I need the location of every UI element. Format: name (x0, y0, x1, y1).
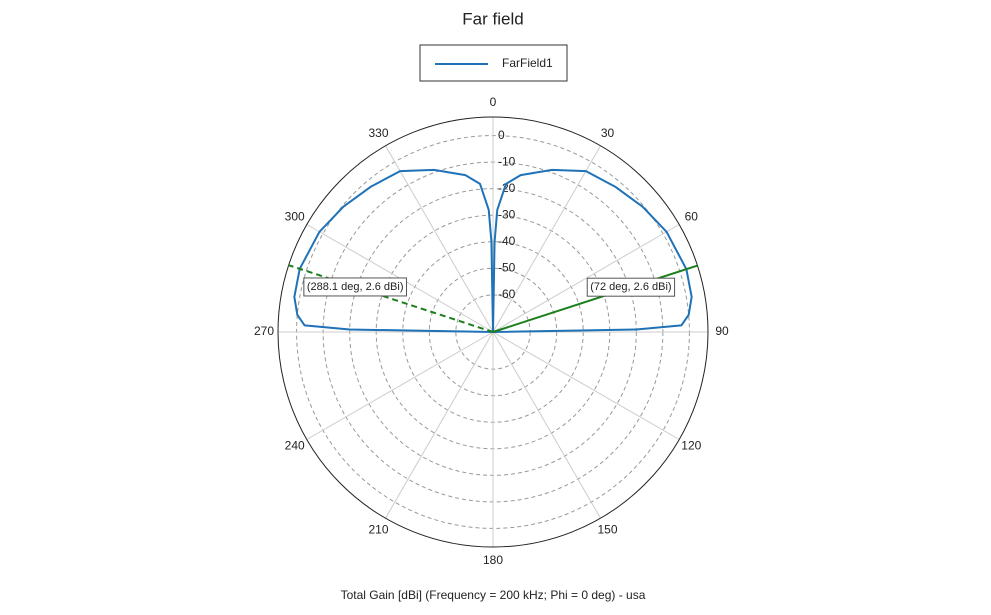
radial-tick-label: -60 (498, 287, 516, 301)
angular-tick-label: 120 (681, 439, 701, 453)
radial-tick-label: -20 (498, 181, 516, 195)
marker-label-text: (288.1 deg, 2.6 dBi) (307, 281, 404, 293)
marker-label-text: (72 deg, 2.6 dBi) (590, 281, 671, 293)
marker-line (492, 264, 698, 333)
angular-grid-line (385, 331, 494, 519)
radial-tick-label: 0 (498, 128, 505, 142)
angular-grid-line (385, 145, 494, 333)
x-axis-label: Total Gain [dBi] (Frequency = 200 kHz; P… (341, 588, 646, 602)
radial-tick-label: -50 (498, 260, 516, 274)
angular-tick-label: 30 (601, 126, 615, 140)
angular-grid-line (492, 331, 680, 440)
angular-tick-label: 270 (254, 324, 274, 338)
angular-tick-label: 180 (483, 553, 503, 567)
angular-grid-line (492, 224, 680, 333)
angular-grid-line (306, 331, 494, 440)
angular-grid-line (492, 145, 601, 333)
angular-tick-label: 0 (490, 95, 497, 109)
radial-tick-label: -30 (498, 207, 516, 221)
marker-label: (288.1 deg, 2.6 dBi) (303, 277, 407, 297)
legend-label: FarField1 (502, 56, 553, 70)
angular-tick-label: 300 (285, 210, 305, 224)
angular-tick-label: 240 (285, 439, 305, 453)
chart-title: Far field (462, 9, 523, 28)
marker-label-box (586, 277, 676, 297)
angular-grid-line (492, 331, 601, 519)
marker-line (288, 264, 494, 333)
marker-label-box (303, 277, 407, 297)
angular-tick-label: 60 (685, 210, 699, 224)
radial-tick-label: -40 (498, 234, 516, 248)
marker-label: (72 deg, 2.6 dBi) (586, 277, 676, 297)
angular-tick-label: 210 (368, 522, 388, 536)
radial-tick-label: -10 (498, 154, 516, 168)
angular-tick-label: 90 (715, 324, 729, 338)
outer-circle (277, 116, 709, 548)
angular-tick-label: 150 (597, 522, 617, 536)
angular-tick-label: 330 (368, 126, 388, 140)
